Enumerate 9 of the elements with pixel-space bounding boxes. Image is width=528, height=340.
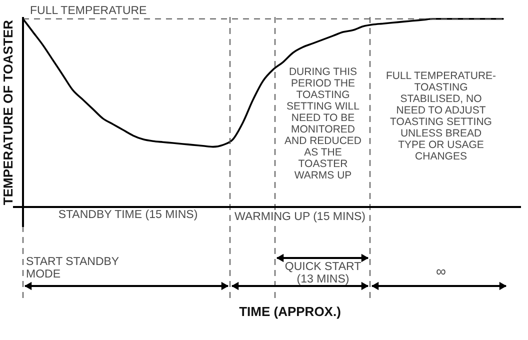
ref-line-label: FULL TEMPERATURE bbox=[30, 4, 148, 17]
text: START STANDBY MODE bbox=[26, 256, 120, 280]
annotation: FULL TEMPERATURE- TOASTING STABILISED, NO NEED TO ADJUST TOASTING SETTING UNLESS BREAD TYPE OR USAGE CHANGES bbox=[386, 70, 497, 162]
text: TIME (APPROX.) bbox=[239, 304, 341, 319]
text: QUICK START (13 MINS) bbox=[284, 261, 362, 286]
y-axis-title: TEMPERATURE OF TOASTER bbox=[0, 19, 16, 206]
text: DURING THIS PERIOD THE TOASTING SETTING WILL NEED TO BE MONITORED AND REDUCED AS THE TOASTER WARMS UP bbox=[284, 66, 362, 182]
text: STANDBY TIME (15 MINS) bbox=[58, 209, 198, 221]
text: ∞ bbox=[436, 263, 446, 279]
